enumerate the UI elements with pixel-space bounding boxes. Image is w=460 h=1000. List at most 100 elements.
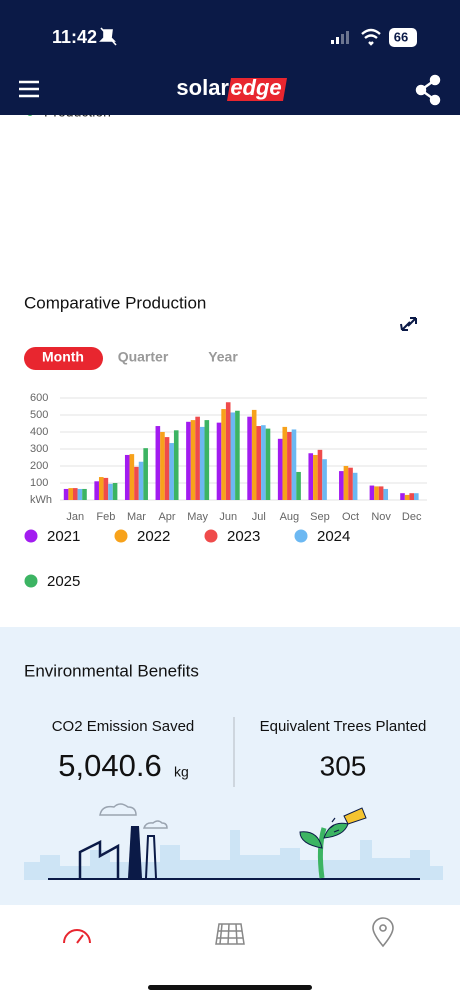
bar <box>108 483 113 500</box>
bar <box>235 410 240 500</box>
bar <box>343 466 349 500</box>
y-tick-label: 300 <box>30 443 48 455</box>
chart: kWh 100 200 300 400 500 600 Jan Feb Mar Apr May Jun J… <box>24 392 427 590</box>
bar <box>404 494 410 500</box>
bar <box>186 421 191 500</box>
bar <box>134 466 139 500</box>
trees-value: 305 <box>320 750 367 781</box>
bar <box>261 425 266 500</box>
bar <box>103 477 109 500</box>
bar <box>308 453 314 500</box>
mute-icon <box>99 27 117 46</box>
menu-button[interactable] <box>19 80 39 98</box>
bar <box>124 454 130 500</box>
bar <box>256 426 262 500</box>
legend-label: 2024 <box>317 528 350 545</box>
x-tick-label: Oct <box>342 511 359 523</box>
bar <box>173 430 179 500</box>
legend-label: 2025 <box>47 573 80 590</box>
bar <box>414 493 419 500</box>
bar <box>225 402 231 500</box>
nav-location[interactable] <box>372 917 394 948</box>
bar <box>291 429 297 500</box>
trees-label: Equivalent Trees Planted <box>260 718 427 735</box>
co2-value: 5,040.6 <box>58 748 161 783</box>
x-tick-label: Mar <box>127 511 146 523</box>
bar <box>129 454 135 500</box>
tab-month[interactable]: Month <box>42 349 84 365</box>
bar <box>138 461 144 500</box>
bar <box>204 420 210 500</box>
bar <box>164 437 170 500</box>
bar <box>348 467 353 500</box>
bar <box>296 471 301 500</box>
bar <box>190 420 196 500</box>
bar <box>143 448 148 500</box>
bar <box>282 426 288 500</box>
y-tick-label: 100 <box>30 477 48 489</box>
bar <box>230 412 236 500</box>
bar <box>383 488 389 500</box>
x-tick-label: Jul <box>252 511 266 523</box>
x-tick-label: May <box>187 511 208 523</box>
bar <box>409 493 415 500</box>
bar <box>195 416 200 500</box>
bar <box>378 486 384 500</box>
y-tick-label: 600 <box>30 392 48 404</box>
status-time: 11:42 <box>52 27 97 47</box>
bar <box>265 428 271 500</box>
bar <box>216 422 222 500</box>
bar <box>72 488 78 500</box>
battery-level: 66 <box>394 29 408 44</box>
bar <box>98 477 104 500</box>
bar <box>94 481 99 500</box>
x-tick-label: Nov <box>371 511 391 523</box>
x-tick-label: Jun <box>219 511 237 523</box>
bar <box>369 485 375 500</box>
legend-label: 2023 <box>227 528 260 545</box>
nav-dashboard[interactable] <box>63 929 91 944</box>
bar <box>68 488 73 500</box>
bar <box>155 426 161 500</box>
x-tick-label: Dec <box>402 511 422 523</box>
y-tick-label: 500 <box>30 409 48 421</box>
bar <box>277 438 283 500</box>
bar <box>317 449 323 500</box>
legend-label: 2021 <box>47 528 80 545</box>
logo-edge: edge <box>230 75 281 100</box>
wifi-icon <box>361 28 381 46</box>
logo-badge <box>227 78 287 101</box>
bar <box>374 486 379 500</box>
tab-active-bg[interactable] <box>24 347 103 370</box>
bar <box>352 472 358 500</box>
chart-title: Comparative Production <box>24 293 206 312</box>
signal-icon <box>331 31 349 44</box>
bar <box>160 432 165 500</box>
bar <box>247 416 252 500</box>
expand-button[interactable] <box>400 317 417 331</box>
battery-icon <box>389 28 417 47</box>
legend-dot <box>294 529 308 543</box>
legend-dot <box>24 529 38 543</box>
bar <box>199 426 205 500</box>
tab-year[interactable]: Year <box>208 349 238 365</box>
y-tick-label: 400 <box>30 426 48 438</box>
bar <box>77 488 83 500</box>
nav-layout[interactable] <box>215 923 245 945</box>
tab-quarter[interactable]: Quarter <box>118 349 169 365</box>
share-button[interactable] <box>415 74 441 106</box>
logo-solar: solar <box>176 75 229 100</box>
bar <box>63 488 69 500</box>
bar <box>400 493 405 500</box>
x-tick-label: Apr <box>158 511 175 523</box>
illustration <box>24 803 443 880</box>
x-tick-label: Jan <box>66 511 84 523</box>
bar <box>322 459 327 500</box>
bar <box>251 409 257 500</box>
legend-dot <box>114 529 128 543</box>
bar <box>339 471 344 500</box>
y-tick-label: 200 <box>30 460 48 472</box>
bar <box>287 432 292 500</box>
home-indicator <box>148 985 312 990</box>
